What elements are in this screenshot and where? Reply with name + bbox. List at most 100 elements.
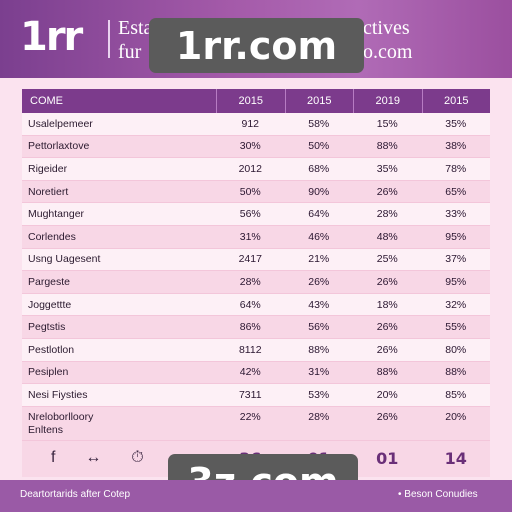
title-line1-left: Esta [118, 17, 153, 39]
table-row: Noretiert 50% 90% 26% 65% [22, 180, 490, 204]
table-cell: 88% [308, 343, 330, 356]
table-cell: 95% [445, 230, 467, 243]
total-value: 14 [444, 449, 467, 469]
table-cell: 26% [376, 410, 398, 423]
table-cell: 85% [445, 388, 467, 401]
column-header: 2015 [216, 89, 285, 113]
table-cell: 20% [376, 388, 398, 401]
table-cell: 88% [445, 366, 467, 379]
row-label: Nesi Fiysties [28, 388, 88, 401]
table-cell: 2417 [238, 253, 262, 266]
table-cell: 90% [308, 185, 330, 198]
table-cell: 28% [376, 208, 398, 221]
table-cell: 26% [308, 275, 330, 288]
table-cell: 58% [308, 117, 330, 130]
row-label: Pettorlaxtove [28, 140, 90, 153]
table-row: Pettorlaxtove 30% 50% 88% 38% [22, 135, 490, 159]
table-cell: 28% [239, 275, 261, 288]
table-row: Nreloborlloory Enltens 22% 28% 26% 20% [22, 406, 490, 441]
table-cell: 43% [308, 298, 330, 311]
table-cell: 65% [445, 185, 467, 198]
table-cell: 53% [308, 388, 330, 401]
row-label: Pargeste [28, 275, 71, 288]
table-cell: 56% [308, 321, 330, 334]
row-label: Usalelpemeer [28, 117, 93, 130]
column-header: 2015 [421, 89, 491, 113]
table-cell: 18% [376, 298, 398, 311]
table-cell: 26% [376, 321, 398, 334]
table-row: Usalelpemeer 912 58% 15% 35% [22, 113, 490, 136]
table-cell: 33% [445, 208, 467, 221]
table-cell: 15% [376, 117, 398, 130]
table-cell: 35% [445, 117, 467, 130]
table-cell: 86% [239, 321, 261, 334]
table-cell: 95% [445, 275, 467, 288]
table-header: COME 2015 2015 2019 2015 [22, 89, 490, 113]
table-row: Pargeste 28% 26% 26% 95% [22, 271, 490, 294]
table-cell: 64% [308, 208, 330, 221]
table-cell: 88% [376, 140, 398, 153]
table-cell: 35% [376, 162, 398, 175]
table-cell: 31% [308, 366, 330, 379]
table-row: Usng Uagesent 2417 21% 25% 37% [22, 248, 490, 272]
table-cell: 32% [445, 298, 467, 311]
title-line2-right: o.com [363, 41, 413, 63]
watermark-top: 1rr.com [149, 18, 364, 73]
table-cell: 56% [239, 208, 261, 221]
table-row: Corlendes 31% 46% 48% 95% [22, 225, 490, 249]
row-label: Nreloborlloory Enltens [28, 410, 94, 436]
table-cell: 50% [308, 140, 330, 153]
row-label: Mughtanger [28, 208, 85, 221]
table-cell: 20% [445, 410, 467, 423]
column-header: 2015 [284, 89, 354, 113]
row-label: Joggettte [28, 298, 72, 311]
table-cell: 30% [239, 140, 261, 153]
table-cell: 7311 [238, 388, 262, 401]
table-cell: 28% [308, 410, 330, 423]
table-cell: 46% [308, 230, 330, 243]
table-cell: 26% [376, 275, 398, 288]
table-row: Mughtanger 56% 64% 28% 33% [22, 203, 490, 226]
page-title: Esta ctives fur o.com [118, 16, 438, 64]
row-label: Pegtstis [28, 321, 66, 334]
table-cell: 42% [239, 366, 261, 379]
table-cell: 68% [308, 162, 330, 175]
column-header: 2019 [353, 89, 422, 113]
column-header: COME [30, 95, 63, 107]
table-cell: 912 [241, 117, 260, 130]
timer-icon[interactable]: ⏱ [131, 448, 144, 466]
row-label: Pestlotlon [28, 343, 75, 356]
table-cell: 25% [376, 253, 398, 266]
table-row: Pegtstis 86% 56% 26% 55% [22, 316, 490, 339]
table-cell: 26% [376, 185, 398, 198]
table-row: Rigeider 2012 68% 35% 78% [22, 158, 490, 181]
table-cell: 31% [239, 230, 261, 243]
footer-left-text: Deartortarids after Cotep [20, 489, 131, 500]
table-cell: 88% [376, 366, 398, 379]
table-cell: 50% [239, 185, 261, 198]
title-line2-left: fur [118, 41, 142, 63]
data-table: COME 2015 2015 2019 2015 Usalelpemeer 912… [22, 89, 490, 477]
row-label: Noretiert [28, 185, 69, 198]
row-label: Corlendes [28, 230, 76, 243]
table-cell: 26% [376, 343, 398, 356]
footer-right-text: • Beson Conudies [398, 489, 478, 500]
table-body: Usalelpemeer 912 58% 15% 35% Pettorlaxtove 30%… [22, 113, 490, 441]
title-line1-right: ctives [363, 17, 410, 39]
row-label: Rigeider [28, 162, 68, 175]
table-cell: 78% [445, 162, 467, 175]
table-cell: 37% [445, 253, 467, 266]
table-cell: 2012 [238, 162, 262, 175]
logo-divider [108, 20, 110, 58]
row-label: Pesiplen [28, 366, 69, 379]
arrows-icon[interactable]: ↔ [85, 448, 102, 466]
table-cell: 21% [308, 253, 330, 266]
table-cell: 64% [239, 298, 261, 311]
table-cell: 48% [376, 230, 398, 243]
facebook-icon[interactable]: f [50, 448, 56, 466]
table-row: Pesiplen 42% 31% 88% 88% [22, 361, 490, 385]
total-value: 01 [376, 449, 399, 469]
table-cell: 8112 [238, 343, 262, 356]
table-cell: 38% [445, 140, 467, 153]
table-cell: 55% [445, 321, 467, 334]
